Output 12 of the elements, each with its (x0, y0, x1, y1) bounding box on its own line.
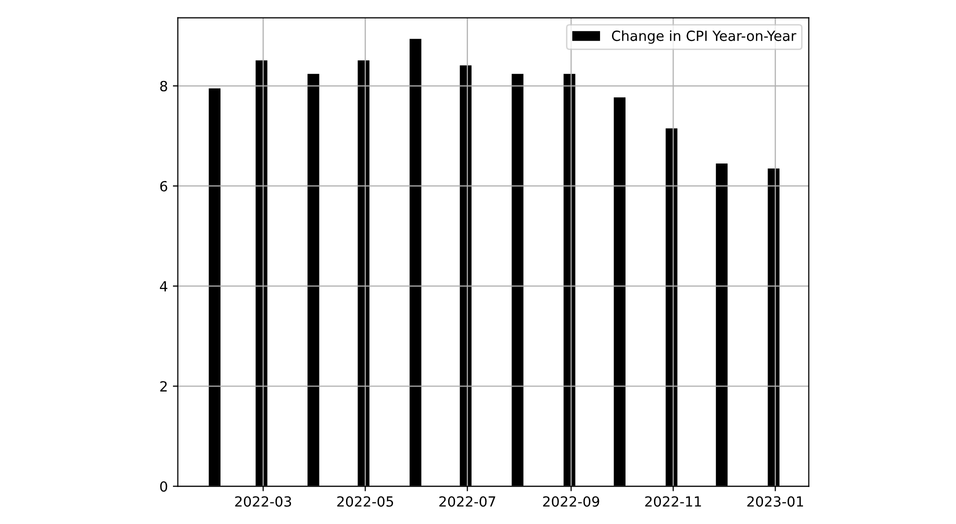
x-tick-label: 2023-01 (747, 496, 804, 507)
x-tick-label: 2022-03 (235, 496, 292, 507)
y-tick-label: 8 (160, 80, 168, 92)
x-tick-label: 2022-07 (439, 496, 496, 507)
y-tick-label: 0 (160, 481, 168, 492)
legend-label: Change in CPI Year-on-Year (612, 30, 796, 44)
y-tick-label: 4 (160, 281, 168, 292)
y-tick-label: 2 (160, 381, 167, 392)
y-tick-label: 6 (160, 180, 168, 192)
x-tick-label: 2022-09 (543, 496, 600, 507)
x-tick-label: 2022-05 (337, 496, 394, 507)
x-tick-label: 2022-11 (645, 496, 701, 507)
